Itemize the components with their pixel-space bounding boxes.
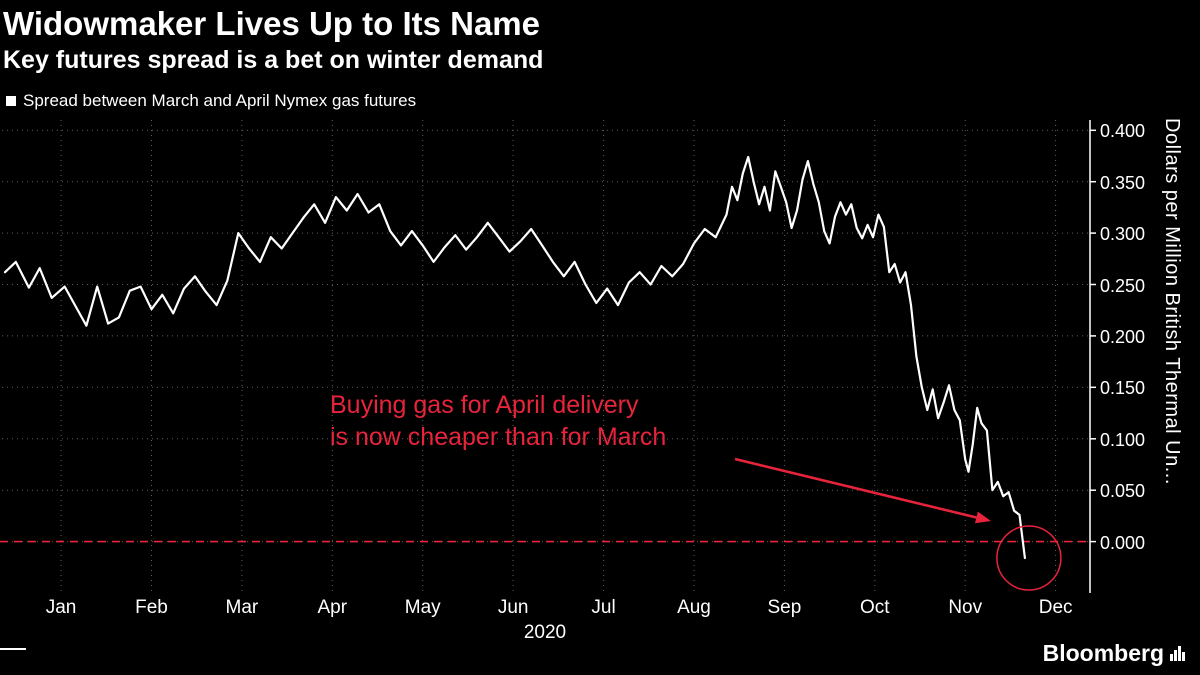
y-tick-label: 0.250 <box>1100 275 1146 296</box>
x-tick-label-jun: Jun <box>497 597 529 618</box>
legend-label: Spread between March and April Nymex gas… <box>23 91 417 110</box>
legend: Spread between March and April Nymex gas… <box>6 91 416 111</box>
x-tick-label-feb: Feb <box>135 597 168 618</box>
y-tick-label: 0.150 <box>1100 378 1146 399</box>
x-tick-label-jan: Jan <box>45 597 77 618</box>
x-tick-label-jul: Jul <box>591 597 616 618</box>
x-tick-label-aug: Aug <box>677 597 711 618</box>
x-tick-label-sep: Sep <box>767 597 802 618</box>
y-tick-label: 0.350 <box>1100 172 1146 193</box>
y-tick-label: 0.200 <box>1100 326 1146 347</box>
bar-chart-icon <box>1170 646 1185 661</box>
y-tick-label: 0.400 <box>1100 121 1146 142</box>
bloomberg-wordmark: Bloomberg <box>1042 640 1164 666</box>
y-tick-label: 0.300 <box>1100 224 1146 245</box>
x-tick-label-may: May <box>404 597 441 618</box>
page-subtitle: Key futures spread is a bet on winter de… <box>3 46 544 74</box>
y-tick-label: 0.050 <box>1100 481 1146 502</box>
bloomberg-logo: Bloomberg <box>1043 640 1186 667</box>
x-tick-label-apr: Apr <box>317 597 348 618</box>
y-axis-title: Dollars per Million British Thermal Un..… <box>1161 118 1183 485</box>
annotation-text: Buying gas for April delivery is now che… <box>330 391 667 451</box>
x-tick-label-mar: Mar <box>225 597 259 618</box>
y-tick-label: 0.000 <box>1100 532 1146 553</box>
x-tick-label-oct: Oct <box>860 597 890 618</box>
footer-rule <box>0 648 26 650</box>
y-tick-label: 0.100 <box>1100 429 1146 450</box>
x-axis-year: 2020 <box>523 622 567 643</box>
x-tick-label-nov: Nov <box>948 597 983 618</box>
page-title: Widowmaker Lives Up to Its Name <box>3 5 541 42</box>
x-tick-label-dec: Dec <box>1038 597 1073 618</box>
legend-swatch-icon <box>6 96 16 106</box>
